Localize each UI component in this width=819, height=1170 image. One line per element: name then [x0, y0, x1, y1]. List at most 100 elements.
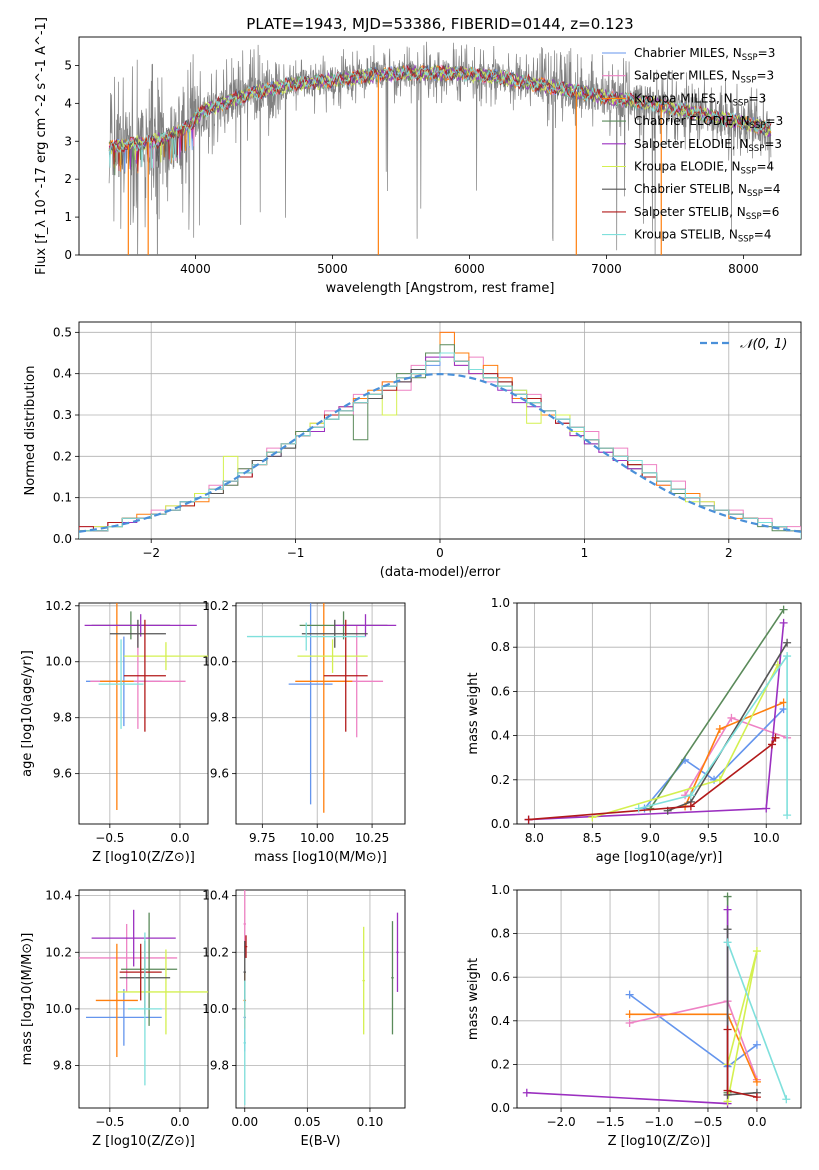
legend-label: Chabrier ELODIE, NSSP=3: [634, 114, 783, 131]
axes-frame: [235, 889, 406, 1109]
y-tick-label: 9.6: [53, 767, 72, 781]
x-tick-label: 9.0: [641, 831, 660, 845]
legend-label-main: Chabrier STELIB, N: [634, 182, 747, 196]
weight-point-marker: [723, 938, 732, 947]
y-tick-label: 0: [64, 248, 72, 262]
model-spectrum-line: [108, 66, 772, 169]
weight-point-marker: [723, 905, 732, 914]
errorbar-point: [84, 614, 197, 637]
legend-label-sub: SSP: [733, 98, 749, 108]
y-tick-label: 4: [64, 96, 72, 110]
weight-point-marker: [625, 1010, 634, 1019]
y-tick-label: 0.5: [53, 325, 72, 339]
x-tick-label: 1: [581, 546, 589, 560]
y-tick-label: 9.8: [53, 1059, 72, 1073]
y-axis-label: Normed distribution: [23, 366, 38, 496]
y-tick-label: 9.8: [53, 711, 72, 725]
legend-label-sub: SSP: [750, 121, 766, 131]
axes-frame: [78, 602, 209, 825]
weight-point-marker: [779, 605, 788, 614]
y-tick-label: 0.1: [53, 491, 72, 505]
x-tick-label: 10.0: [753, 831, 780, 845]
mass-vs-Z-panel: −0.5 0.0 9.8 10.0 10.2 10.4 Z [log10(Z/Z⊙)] mas…: [20, 889, 209, 1149]
y-axis-label: mass weight: [466, 672, 481, 754]
legend-label: Kroupa MILES, NSSP=3: [634, 91, 766, 108]
x-tick-label: 4000: [180, 262, 211, 276]
errorbar-point: [323, 619, 368, 732]
legend-label: Salpeter ELODIE, NSSP=3: [634, 137, 782, 154]
errorbar-point: [297, 639, 368, 673]
errorbar-point: [243, 980, 247, 1106]
y-tick-label: 10.0: [45, 655, 72, 669]
weight-series-line: [528, 622, 785, 821]
legend-label-main: Kroupa ELODIE, N: [634, 160, 741, 174]
legend-label: Chabrier STELIB, NSSP=4: [634, 182, 781, 199]
x-axis-label: age [log10(age/yr)]: [596, 850, 723, 865]
errorbar-point: [79, 923, 178, 992]
legend-label: Chabrier MILES, NSSP=3: [634, 46, 775, 63]
y-tick-label: 10.2: [45, 599, 72, 613]
y-tick-label: 0.6: [491, 970, 510, 984]
legend-label-sub: SSP: [742, 53, 758, 63]
axes-frame: [516, 889, 802, 1109]
weight-vs-Z-panel: −2.0 −1.5 −1.0 −0.5 0.0 0.0 0.2 0.4 0.6 0.8 1.0 Z […: [466, 883, 802, 1149]
weight-plot-area: [522, 892, 791, 1108]
y-tick-label: 0.2: [53, 449, 72, 463]
x-tick-label: 8.0: [525, 831, 544, 845]
weight-point-marker: [762, 804, 771, 813]
legend-label-suffix: =3: [756, 69, 774, 83]
errorbar-point: [123, 619, 166, 732]
errorbar-point: [362, 926, 365, 1035]
y-tick-label: 10.2: [45, 945, 72, 959]
weight-series-line: [649, 609, 785, 809]
weight-point-marker: [723, 892, 732, 901]
y-tick-label: 2: [64, 172, 72, 186]
y-tick-label: 0.8: [491, 640, 510, 654]
x-tick-label: 0: [436, 546, 444, 560]
x-tick-label: −0.5: [95, 831, 124, 845]
legend-label-suffix: =3: [758, 46, 776, 60]
x-tick-label: 0.10: [357, 1115, 384, 1129]
x-axis-label: Z [log10(Z/Z⊙)]: [92, 850, 195, 865]
legend-label-sub: SSP: [746, 212, 762, 222]
legend-label: Salpeter MILES, NSSP=3: [634, 69, 774, 86]
y-tick-label: 10.0: [202, 655, 229, 669]
model-spectrum-line: [109, 63, 772, 170]
y-tick-label: 9.6: [210, 767, 229, 781]
x-tick-label: 7000: [591, 262, 622, 276]
weight-point-marker: [723, 1086, 732, 1095]
y-tick-label: 0.4: [491, 1014, 510, 1028]
x-tick-label: 10.25: [355, 831, 389, 845]
x-tick-label: 9.75: [249, 831, 276, 845]
x-tick-label: −0.5: [693, 1115, 722, 1129]
x-tick-label: 8000: [728, 262, 759, 276]
weight-point-marker: [715, 775, 724, 784]
errorbar-point: [244, 935, 248, 958]
axes-frame: [78, 36, 802, 256]
weight-series-line: [643, 708, 785, 810]
legend-label-sub: SSP: [748, 144, 764, 154]
y-tick-label: 0.0: [53, 532, 72, 546]
legend-label-sub: SSP: [738, 235, 754, 245]
legend-label-main: Kroupa STELIB, N: [634, 228, 738, 242]
weight-series-line: [528, 737, 777, 821]
legend-label: Kroupa STELIB, NSSP=4: [634, 228, 772, 245]
x-tick-label: −1: [287, 546, 305, 560]
legend-label-suffix: =4: [763, 182, 781, 196]
x-tick-label: 9.5: [699, 831, 718, 845]
y-tick-label: 0.4: [53, 367, 72, 381]
y-axis-label: mass [log10(M/M⊙)]: [20, 933, 35, 1066]
legend-label-suffix: =3: [766, 114, 784, 128]
y-tick-label: 1: [64, 210, 72, 224]
y-tick-label: 0.2: [491, 773, 510, 787]
y-axis-label: age [log10(age/yr)]: [20, 650, 35, 777]
weight-point-marker: [768, 740, 777, 749]
y-tick-label: 0.0: [491, 1101, 510, 1115]
weight-series-line: [526, 909, 729, 1105]
errorbar-point: [396, 912, 399, 992]
legend-label-suffix: =4: [756, 160, 774, 174]
x-tick-label: 0.00: [231, 1115, 258, 1129]
legend-label-sub: SSP: [747, 189, 763, 199]
errorbar-point: [116, 949, 208, 1035]
